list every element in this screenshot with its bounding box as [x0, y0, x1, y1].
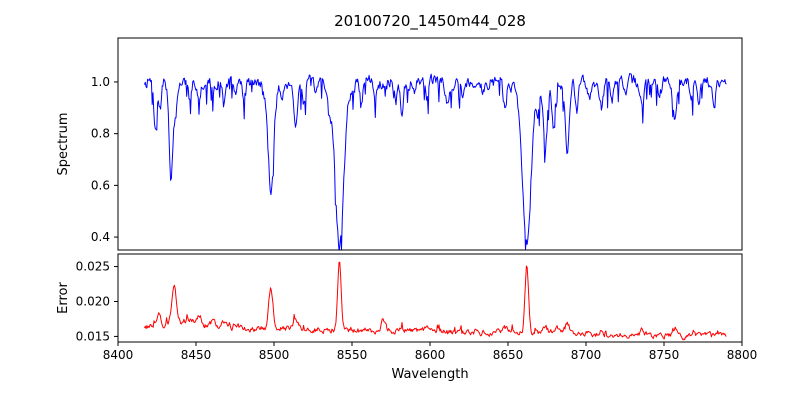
plot-area: 0.4 0.6 0.8 1.0 0.015 0.020 0.025 8400 8450 8500 8…	[76, 37, 758, 362]
spectrum-ytick-label: 1.0	[91, 75, 110, 89]
xtick-label: 8500	[259, 348, 290, 362]
xtick-label: 8400	[103, 348, 134, 362]
xtick-label: 8450	[181, 348, 212, 362]
spectrum-line	[144, 72, 727, 250]
x-axis-label: Wavelength	[391, 367, 468, 382]
error-ylabel: Error	[56, 282, 71, 314]
error-ytick-label: 0.020	[76, 294, 110, 308]
spectrum-ylabel: Spectrum	[56, 113, 71, 176]
chart-title: 20100720_1450m44_028	[334, 12, 526, 31]
xtick-label: 8700	[571, 348, 602, 362]
spectrum-panel-border	[117, 37, 743, 251]
xtick-label: 8600	[415, 348, 446, 362]
error-ytick-label: 0.025	[76, 260, 110, 274]
spectrum-ytick-label: 0.4	[91, 230, 110, 244]
spectrum-ytick-label: 0.6	[91, 178, 110, 192]
xtick-label: 8550	[337, 348, 368, 362]
xtick-label: 8750	[649, 348, 680, 362]
xtick-label: 8650	[493, 348, 524, 362]
spectrum-ytick-label: 0.8	[91, 127, 110, 141]
error-line	[144, 261, 727, 341]
xtick-label: 8800	[727, 348, 758, 362]
error-ytick-label: 0.015	[76, 329, 110, 343]
